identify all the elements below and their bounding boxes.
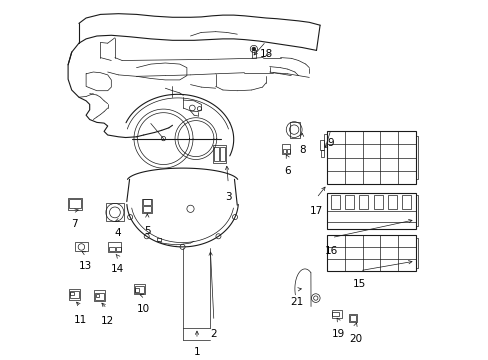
- Text: 5: 5: [143, 226, 150, 236]
- Text: 17: 17: [309, 206, 323, 216]
- Text: 2: 2: [210, 329, 217, 339]
- Text: 21: 21: [290, 297, 303, 307]
- Text: 7: 7: [71, 219, 78, 229]
- Circle shape: [251, 47, 255, 51]
- Text: 6: 6: [284, 166, 290, 176]
- Text: 13: 13: [79, 261, 92, 271]
- Text: 16: 16: [325, 246, 338, 256]
- Text: 8: 8: [298, 145, 305, 156]
- Text: 10: 10: [137, 304, 150, 314]
- Text: 9: 9: [327, 138, 333, 148]
- Text: 18: 18: [259, 49, 272, 59]
- Text: 1: 1: [193, 347, 200, 357]
- Text: 12: 12: [100, 316, 113, 327]
- Text: 14: 14: [111, 264, 124, 274]
- Text: 19: 19: [331, 329, 345, 339]
- Text: 11: 11: [74, 315, 87, 325]
- Text: 4: 4: [114, 228, 121, 238]
- Text: 20: 20: [348, 334, 361, 345]
- Text: 3: 3: [224, 192, 231, 202]
- Text: 15: 15: [352, 279, 366, 289]
